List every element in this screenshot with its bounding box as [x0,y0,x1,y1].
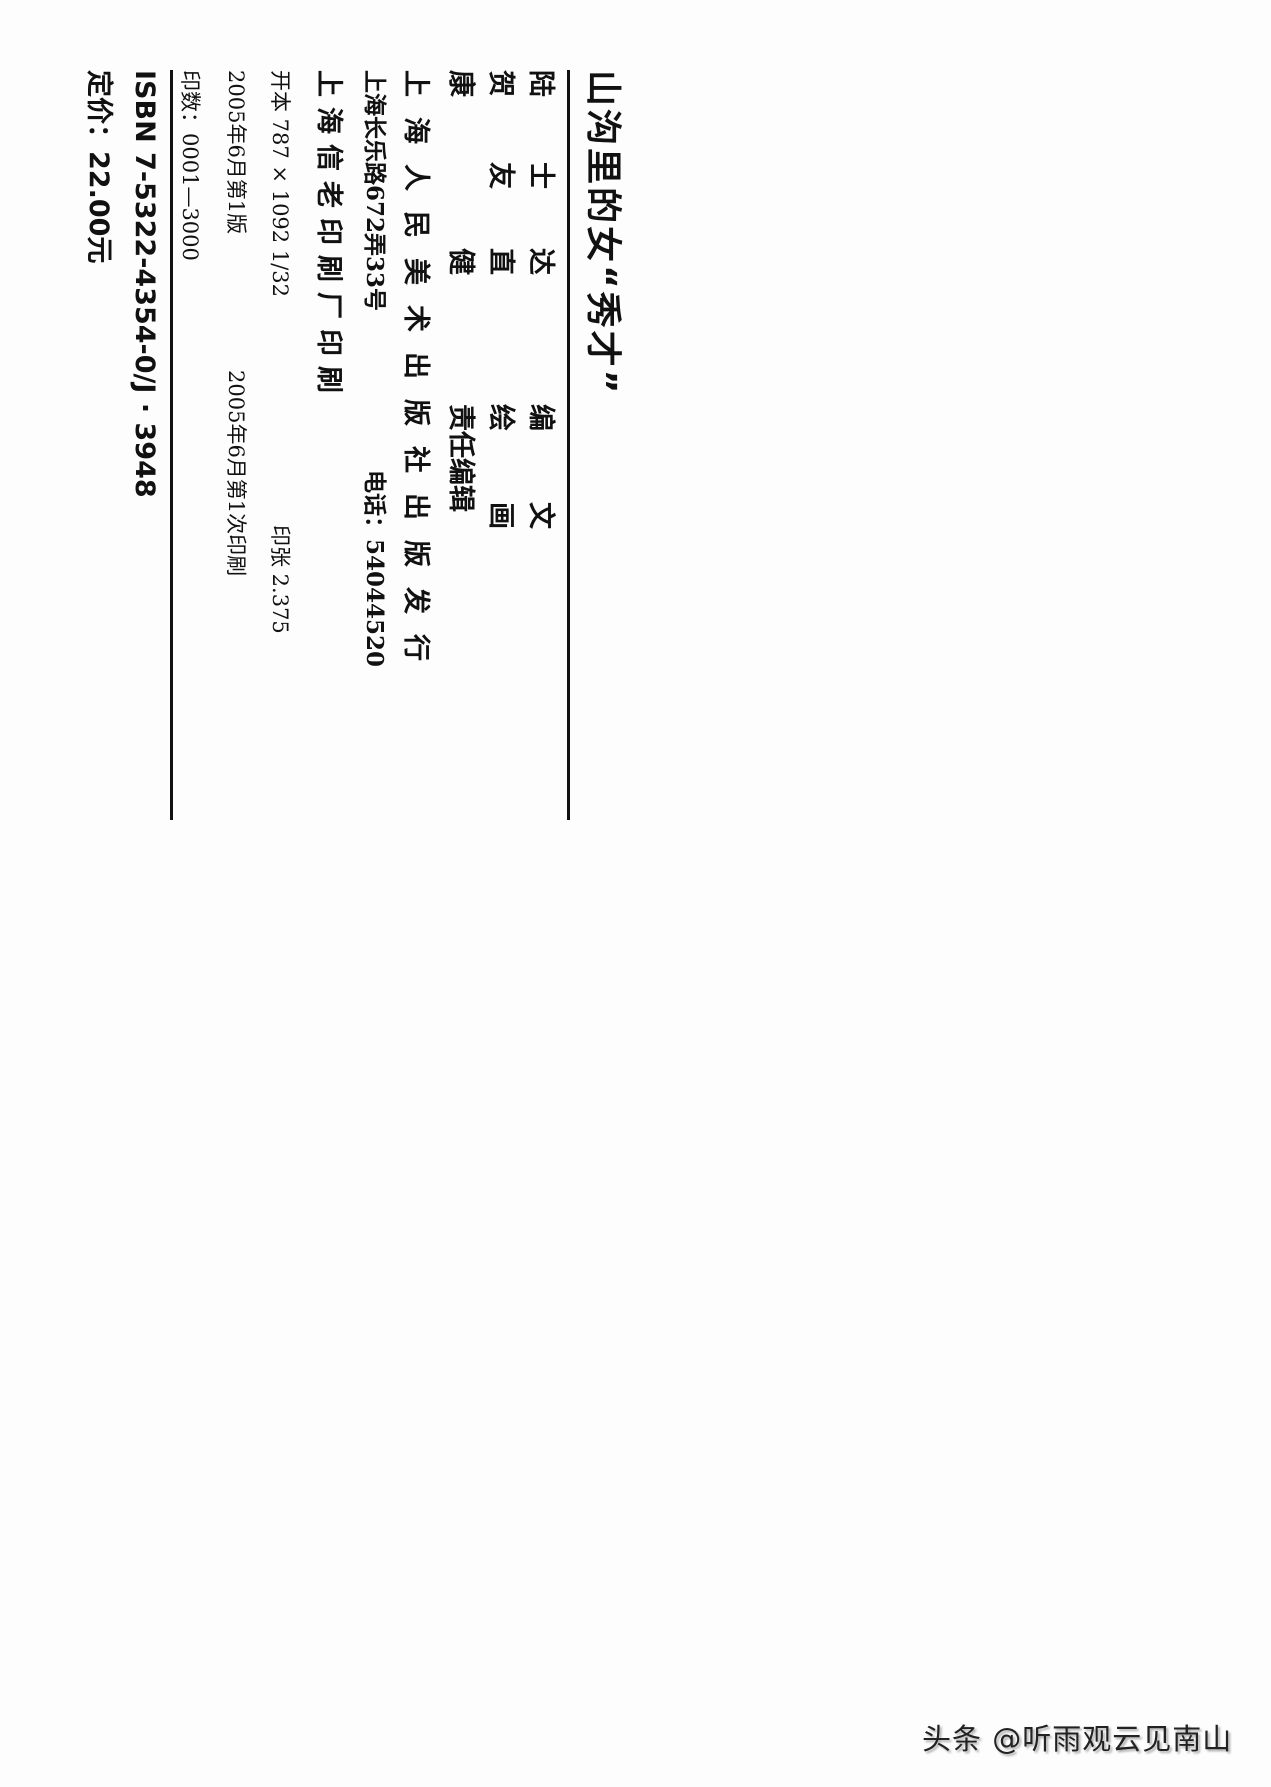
printing: 2005年6月第1次印刷 [224,370,248,577]
credit-name-char: 贺 [485,70,516,97]
credit-role-char: 文 [525,502,556,529]
credit-role-char: 绘 [485,404,516,431]
credit-name-char: 士 [525,162,556,189]
phone: 电话：54044520 [361,470,388,668]
credit-role-char: 编 [525,404,556,431]
book-title: 山沟里的女“秀才” [582,70,623,397]
sheets: 印张 2.375 [268,525,292,634]
top-rule [567,70,570,820]
address: 上海长乐路672弄33号 [361,70,388,312]
credit-role: 责任编辑 [445,404,476,512]
credit-name-char: 康 [445,70,476,97]
credit-name-char: 达 [525,248,556,275]
credit-name-char: 健 [445,248,476,275]
edition: 2005年6月第1版 [224,70,248,235]
credit-role-char: 画 [485,502,516,529]
publisher: 上海人民美术出版社出版发行 [400,70,431,681]
format: 开本 787 × 1092 1/32 [268,70,292,297]
credit-name-char: 友 [485,162,516,189]
price: 定价：22.00元 [83,70,114,264]
watermark: 头条 @听雨观云见南山 [922,1722,1233,1756]
credit-name-char: 陆 [525,70,556,97]
isbn: ISBN 7-5322-4354-0/J · 3948 [129,70,160,498]
print-run: 印数：0001—3000 [178,70,202,261]
printer: 上海信老印刷厂印刷 [313,70,344,403]
bottom-rule [170,70,173,820]
colophon-block: 山沟里的女“秀才” 陆 士 达 编 文 贺 友 直 绘 画 康 健 责任编辑 上… [72,70,623,830]
credit-name-char: 直 [485,248,516,275]
